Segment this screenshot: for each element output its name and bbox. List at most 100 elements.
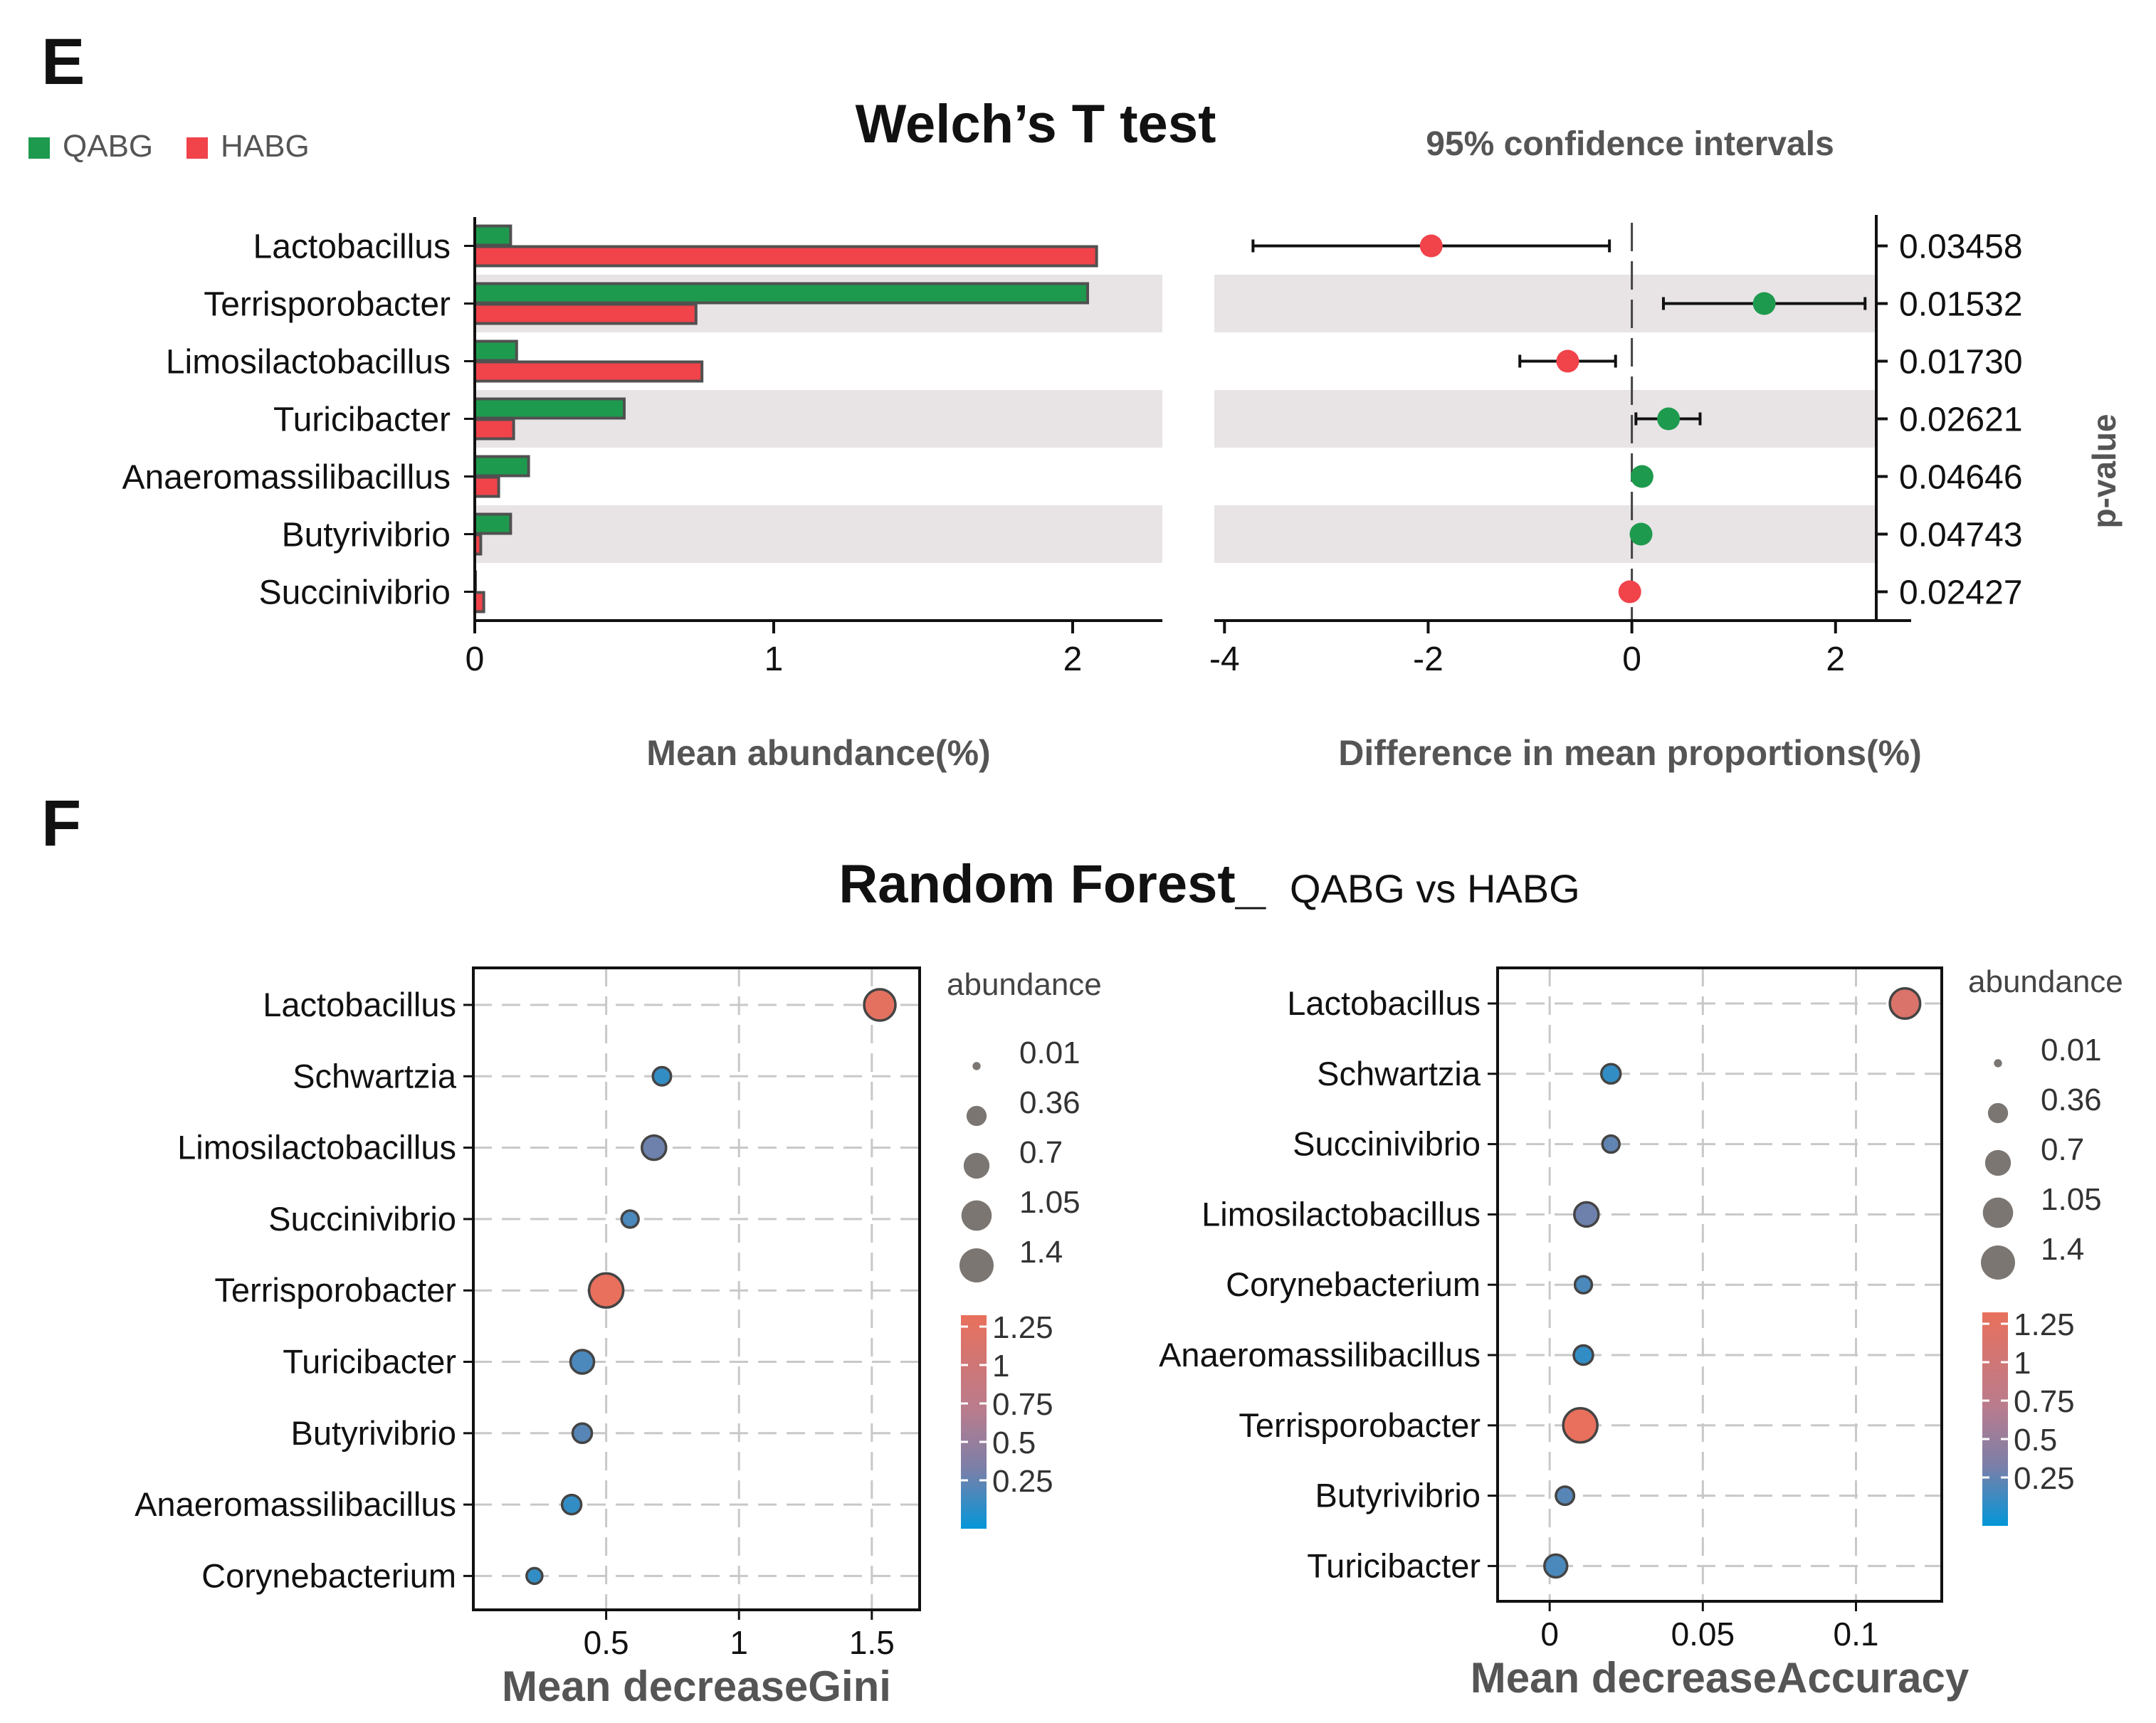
x-tick-label: 0.1 <box>1834 1616 1879 1653</box>
ci-point <box>1618 580 1641 604</box>
importance-point <box>1601 1134 1621 1154</box>
panel-e-letter: E <box>41 26 85 98</box>
category-label: Limosilactobacillus <box>1201 1195 1481 1233</box>
importance-point <box>863 988 897 1022</box>
size-legend-label: 1.05 <box>1019 1185 1080 1220</box>
importance-point <box>569 1349 596 1375</box>
category-label: Corynebacterium <box>201 1556 456 1594</box>
size-legend-title: abundance <box>1968 964 2123 999</box>
color-legend-label: 0.75 <box>2014 1384 2075 1419</box>
bar-qabg <box>473 282 1089 305</box>
color-legend-label: 0.75 <box>992 1387 1053 1422</box>
category-label: Lactobacillus <box>263 986 456 1023</box>
importance-point <box>1562 1407 1599 1444</box>
p-value-label: 0.01730 <box>1899 344 2023 381</box>
size-legend-label: 1.05 <box>2041 1182 2102 1217</box>
legend-qabg-label: QABG <box>63 129 153 164</box>
ci-point <box>1630 465 1653 488</box>
welch-x-label: Mean abundance(%) <box>646 733 990 773</box>
p-value-label: 0.02621 <box>1899 401 2023 439</box>
rf-gini-chart: Lactobacillus Schwartzia Limosilactobacill… <box>135 966 1102 1710</box>
color-legend-label: 0.25 <box>992 1464 1053 1499</box>
importance-point <box>587 1272 625 1309</box>
size-legend-dot <box>1981 1245 2015 1280</box>
importance-point <box>1572 1344 1594 1366</box>
category-label: Anaeromassilibacillus <box>1159 1336 1481 1374</box>
category-label: Lactobacillus <box>1287 984 1481 1022</box>
legend-qabg-swatch <box>28 137 50 159</box>
color-legend-label: 1.25 <box>2014 1307 2075 1342</box>
p-value-label: 0.04646 <box>1899 459 2023 497</box>
size-legend-label: 0.01 <box>2041 1033 2102 1068</box>
x-tick-label: 0.05 <box>1671 1616 1735 1653</box>
category-label: Succinivibrio <box>268 1200 456 1238</box>
importance-point <box>1888 986 1922 1021</box>
x-tick-label: 0 <box>1540 1616 1559 1653</box>
size-legend-dot <box>1994 1059 2002 1068</box>
importance-point <box>525 1566 544 1586</box>
size-legend-dot <box>959 1248 994 1282</box>
x-tick-label: 0 <box>466 641 485 678</box>
category-label: Lactobacillus <box>253 228 451 266</box>
bar-qabg <box>473 224 512 247</box>
welch-ci-chart: 0.03458 0.01532 0.01730 0.02621 0.04646 0.047… <box>1209 215 2023 678</box>
category-label: Succinivibrio <box>259 574 451 612</box>
category-label: Limosilactobacillus <box>166 344 451 381</box>
ci-point <box>1629 522 1653 546</box>
category-label: Schwartzia <box>1317 1055 1481 1092</box>
size-legend-label: 0.7 <box>2041 1132 2084 1167</box>
color-legend-bar <box>1982 1312 2008 1526</box>
size-legend-title: abundance <box>947 967 1102 1002</box>
rf-accuracy-chart: Lactobacillus Schwartzia Succinivibrio Limo… <box>1159 964 2123 1702</box>
ci-x-label: Difference in mean proportions(%) <box>1338 733 1922 773</box>
color-legend-label: 0.5 <box>2014 1423 2057 1458</box>
plot-frame <box>472 966 921 1611</box>
importance-point <box>651 1065 673 1087</box>
bar-qabg <box>473 455 530 478</box>
category-label: Butyrivibrio <box>291 1414 456 1452</box>
x-axis-label: Mean decreaseAccuracy <box>1471 1654 1970 1702</box>
size-legend-dot <box>1984 1149 2012 1176</box>
welch-title: Welch’s T test <box>856 94 1216 154</box>
importance-point <box>1543 1553 1569 1579</box>
category-label: Butyrivibrio <box>1315 1477 1481 1514</box>
size-legend-label: 0.36 <box>1019 1085 1080 1120</box>
importance-point <box>620 1209 640 1229</box>
rf-title-main: Random Forest_ <box>838 854 1266 915</box>
x-tick-label: 1 <box>730 1624 748 1661</box>
rf-title-sub: QABG vs HABG <box>1290 866 1580 911</box>
x-tick-label: 0 <box>1622 641 1641 678</box>
importance-point <box>641 1134 668 1161</box>
x-tick-label: 2 <box>1826 641 1845 678</box>
importance-point <box>571 1422 594 1445</box>
p-value-label: 0.04743 <box>1899 517 2023 554</box>
ci-point <box>1657 407 1681 431</box>
size-legend-dot <box>961 1200 992 1231</box>
category-label: Turicibacter <box>1307 1547 1481 1584</box>
legend-habg-label: HABG <box>221 129 310 164</box>
x-tick-label: -4 <box>1209 641 1240 678</box>
category-label: Turicibacter <box>283 1343 456 1381</box>
bar-habg <box>473 475 500 498</box>
bar-qabg <box>473 339 518 362</box>
category-label: Terrisporobacter <box>214 1271 456 1309</box>
size-legend-dot <box>1982 1197 2014 1228</box>
row-band <box>475 505 1162 563</box>
ci-point <box>1556 349 1579 373</box>
size-legend-dot <box>966 1105 987 1127</box>
size-legend-label: 0.36 <box>2041 1082 2102 1117</box>
row-band <box>1214 390 1876 448</box>
category-label: Butyrivibrio <box>282 517 451 554</box>
importance-point <box>1573 1201 1600 1228</box>
bar-qabg <box>473 512 512 535</box>
bar-qabg <box>473 397 626 420</box>
pvalue-axis-label: p-value <box>2086 413 2123 528</box>
size-legend-label: 1.4 <box>1019 1235 1063 1270</box>
bar-habg <box>473 245 1098 268</box>
x-axis-label: Mean decreaseGini <box>502 1663 891 1710</box>
color-legend-label: 0.5 <box>992 1426 1036 1460</box>
color-legend-label: 1 <box>992 1349 1009 1384</box>
color-legend-label: 1.25 <box>992 1310 1053 1345</box>
size-legend-dot <box>1987 1102 2009 1124</box>
